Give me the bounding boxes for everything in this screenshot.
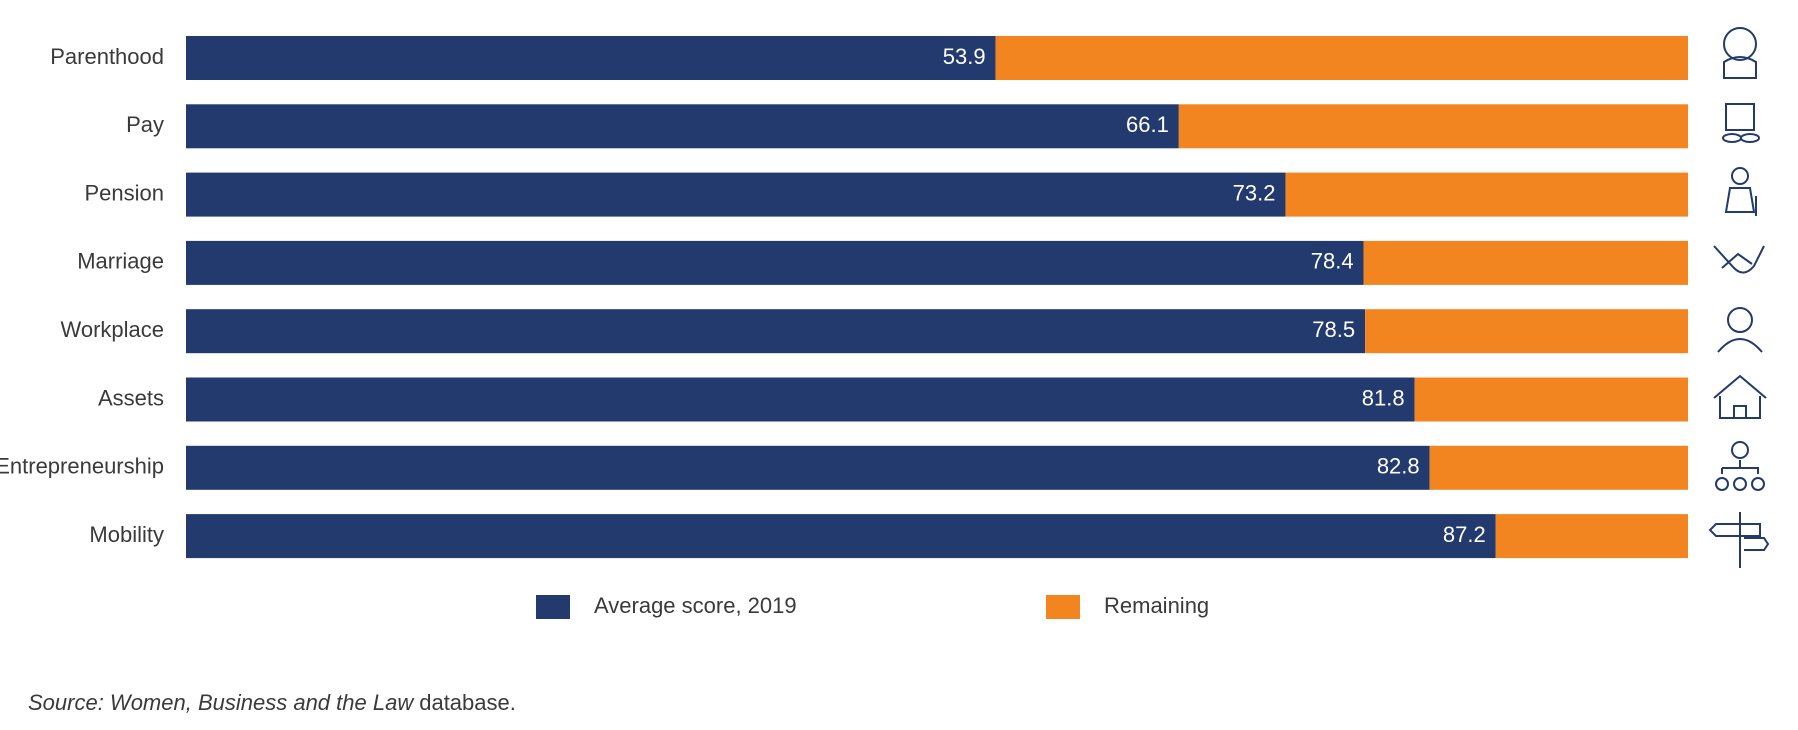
icon-network: [1715, 441, 1765, 491]
bar-segment: [1414, 377, 1688, 422]
icon-elder: [1724, 167, 1757, 216]
value-label: 78.5: [1312, 317, 1355, 342]
value-label: 81.8: [1362, 385, 1405, 410]
y-tick-label: Pension: [84, 180, 164, 205]
icon-baby: [1723, 27, 1757, 79]
value-label: 66.1: [1126, 112, 1169, 137]
source-note: Source: Women, Business and the Law datab…: [28, 690, 516, 715]
value-label: 82.8: [1377, 454, 1420, 479]
bar-segment: [1285, 172, 1688, 217]
y-tick-label: Marriage: [77, 249, 164, 274]
bar-segment: [186, 36, 996, 80]
bar-segment: [186, 309, 1366, 354]
legend-swatch: [1046, 595, 1080, 619]
bar-segment: [186, 240, 1364, 285]
y-tick-label: Parenthood: [50, 44, 164, 69]
icon-worker: [1717, 307, 1763, 353]
bar-segment: [186, 377, 1415, 422]
value-label: 53.9: [943, 44, 986, 69]
bar-segment: [1178, 104, 1688, 149]
source-italic: Source: Women, Business and the Law: [28, 690, 415, 715]
value-label: 73.2: [1233, 180, 1276, 205]
bar-segment: [1429, 445, 1688, 490]
bar-segment: [1495, 514, 1688, 559]
bar-segment: [995, 36, 1688, 80]
bar-segment: [186, 172, 1286, 217]
icon-handshake: [1713, 245, 1765, 274]
bar-segment: [1365, 309, 1688, 354]
bar-segment: [1363, 240, 1688, 285]
bar-segment: [186, 514, 1496, 559]
legend-label: Remaining: [1104, 593, 1209, 618]
y-tick-label: Workplace: [60, 317, 164, 342]
value-label: 87.2: [1443, 522, 1486, 547]
bar-segment: [186, 104, 1179, 149]
y-tick-label: Assets: [98, 385, 164, 410]
value-label: 78.4: [1311, 249, 1354, 274]
legend-swatch: [536, 595, 570, 619]
icon-signpost: [1708, 512, 1770, 568]
y-tick-label: Entrepreneurship: [0, 454, 164, 479]
icon-house: [1713, 374, 1767, 419]
icon-money: [1722, 103, 1760, 143]
y-tick-label: Mobility: [89, 522, 164, 547]
legend-label: Average score, 2019: [594, 593, 797, 618]
source-plain: database.: [419, 690, 516, 715]
bar-segment: [186, 445, 1430, 490]
y-tick-label: Pay: [126, 112, 164, 137]
category-icons: [1708, 27, 1770, 568]
